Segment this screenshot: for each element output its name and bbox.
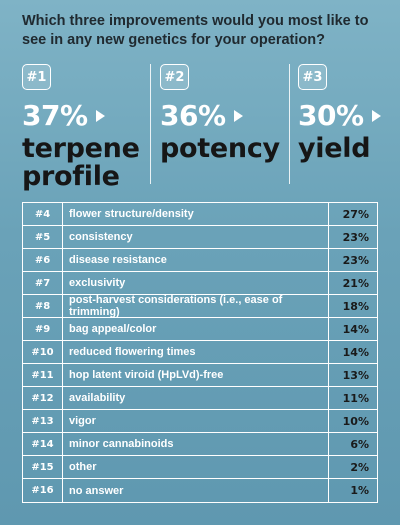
top-result-1: #1 37% terpene profile xyxy=(22,64,148,192)
row-label: flower structure/density xyxy=(63,203,329,225)
triangle-right-icon xyxy=(233,109,243,122)
row-value: 14% xyxy=(342,345,369,359)
row-rank: #16 xyxy=(23,479,63,502)
top-result-3-label: yield xyxy=(298,133,371,164)
triangle-right-icon xyxy=(371,109,381,122)
row-value: 13% xyxy=(342,368,369,382)
row-rank: #14 xyxy=(23,433,63,455)
row-label: post-harvest considerations (i.e., ease … xyxy=(63,294,329,318)
row-rank: #13 xyxy=(23,410,63,432)
row-label: minor cannabinoids xyxy=(63,433,329,455)
table-row: #8 post-harvest considerations (i.e., eas… xyxy=(23,294,377,318)
rank-badge-1: #1 xyxy=(22,64,51,90)
row-value: 14% xyxy=(342,322,369,336)
row-value: 18% xyxy=(342,299,369,313)
table-row: #14 minor cannabinoids 6% xyxy=(23,433,377,456)
row-value: 23% xyxy=(342,253,369,267)
row-value: 1% xyxy=(350,484,369,497)
row-value: 21% xyxy=(342,276,369,290)
top-result-2-percent: 36% xyxy=(160,99,226,132)
table-row: #10 reduced flowering times 14% xyxy=(23,341,377,364)
table-row: #15 other 2% xyxy=(23,456,377,479)
row-value: 23% xyxy=(342,230,369,244)
table-row: #13 vigor 10% xyxy=(23,410,377,433)
row-value: 27% xyxy=(342,207,369,221)
row-label: consistency xyxy=(63,226,329,248)
row-value: 6% xyxy=(350,437,369,451)
row-label: exclusivity xyxy=(63,272,329,294)
table-row: #12 availability 11% xyxy=(23,387,377,410)
row-value: 2% xyxy=(350,460,369,474)
top-result-2-label: potency xyxy=(160,133,280,164)
triangle-right-icon xyxy=(95,109,105,122)
row-rank: #8 xyxy=(23,295,63,317)
top-result-3-percent: 30% xyxy=(298,99,364,132)
row-rank: #5 xyxy=(23,226,63,248)
top-result-1-percent: 37% xyxy=(22,99,88,132)
row-rank: #9 xyxy=(23,318,63,340)
row-label: vigor xyxy=(63,410,329,432)
results-table: #4 flower structure/density 27% #5 consisten… xyxy=(22,202,378,503)
row-label: availability xyxy=(63,387,329,409)
row-rank: #4 xyxy=(23,203,63,225)
table-row: #9 bag appeal/color 14% xyxy=(23,318,377,341)
row-value: 10% xyxy=(342,414,369,428)
row-rank: #10 xyxy=(23,341,63,363)
table-row: #7 exclusivity 21% xyxy=(23,272,377,295)
rank-badge-2: #2 xyxy=(160,64,189,90)
table-row: #6 disease resistance 23% xyxy=(23,249,377,272)
row-label: hop latent viroid (HpLVd)-free xyxy=(63,364,329,386)
row-rank: #6 xyxy=(23,249,63,271)
table-row: #11 hop latent viroid (HpLVd)-free 13% xyxy=(23,364,377,387)
row-rank: #7 xyxy=(23,272,63,294)
column-divider xyxy=(150,64,151,184)
row-rank: #15 xyxy=(23,456,63,478)
row-label: other xyxy=(63,456,329,478)
row-label: bag appeal/color xyxy=(63,318,329,340)
survey-question: Which three improvements would you most … xyxy=(22,13,369,48)
column-divider xyxy=(289,64,290,184)
row-rank: #12 xyxy=(23,387,63,409)
top-result-2: #2 36% potency xyxy=(160,64,288,188)
top-result-3: #3 30% yield xyxy=(298,64,398,188)
table-row: #16 no answer 1% xyxy=(23,479,377,502)
top-three-results: #1 37% terpene profile #2 36% potency #3… xyxy=(0,64,400,192)
row-label: no answer xyxy=(63,479,329,502)
row-rank: #11 xyxy=(23,364,63,386)
row-value: 11% xyxy=(342,391,369,405)
table-row: #4 flower structure/density 27% xyxy=(23,203,377,226)
row-label: reduced flowering times xyxy=(63,341,329,363)
rank-badge-3: #3 xyxy=(298,64,327,90)
table-row: #5 consistency 23% xyxy=(23,226,377,249)
row-label: disease resistance xyxy=(63,249,329,271)
top-result-1-label: terpene profile xyxy=(22,133,140,192)
